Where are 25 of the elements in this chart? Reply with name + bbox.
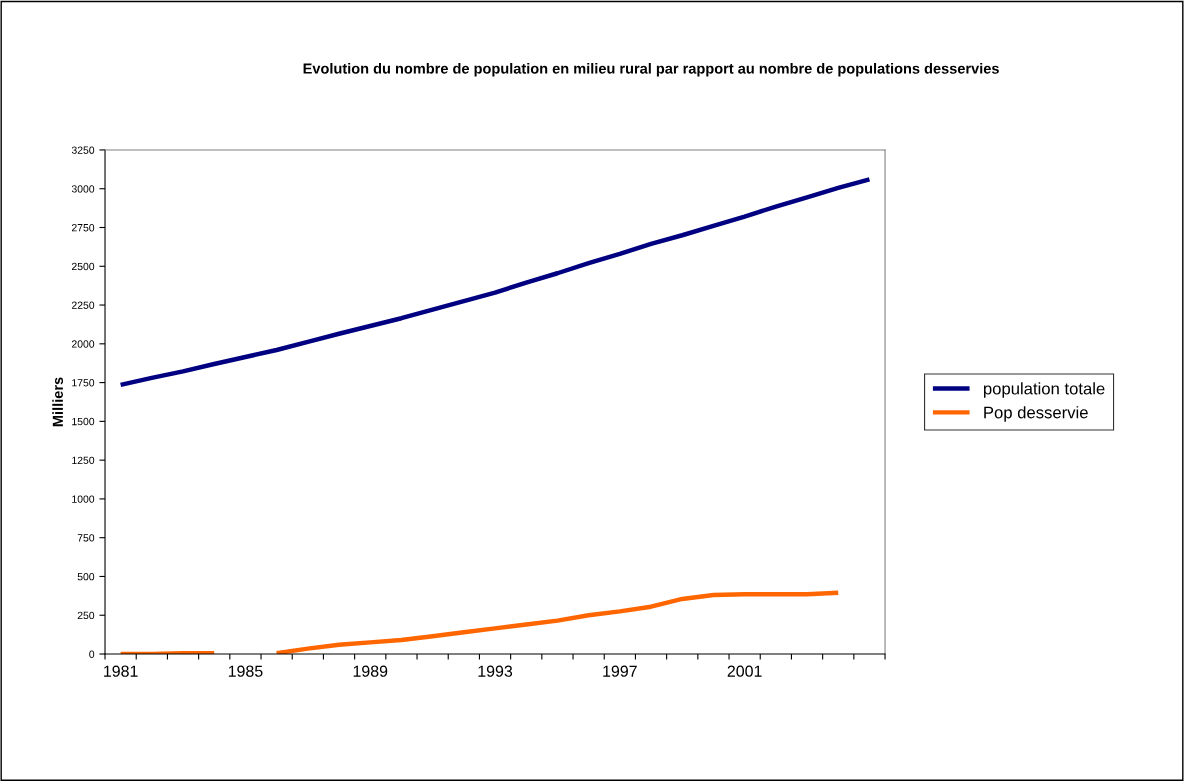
x-tick-label: 1993 <box>478 665 513 677</box>
y-tick-label: 1500 <box>72 417 95 426</box>
legend-label: Pop desservie <box>984 406 1088 422</box>
y-tick-label: 0 <box>89 650 95 658</box>
y-tick-label: 3250 <box>71 146 95 154</box>
y-tick-label: 750 <box>77 534 95 542</box>
y-tick-label: 1750 <box>72 379 95 387</box>
x-tick-label: 1985 <box>228 665 263 677</box>
x-tick-label: 1989 <box>353 665 388 677</box>
y-tick-label: 2250 <box>71 301 95 309</box>
y-tick-label: 250 <box>77 611 95 620</box>
y-axis-title: Milliers <box>52 377 63 427</box>
y-tick-label: 2500 <box>71 262 95 271</box>
y-tick-label: 3000 <box>71 185 95 193</box>
chart-title: Evolution du nombre de population en milieu rural par rapport au nombre de populations desservies <box>303 62 999 77</box>
line-series <box>118 177 872 388</box>
y-tick-label: 500 <box>77 572 95 581</box>
y-tick-label: 1250 <box>72 456 95 465</box>
x-tick-label: 2001 <box>727 665 762 677</box>
y-tick-label: 2000 <box>71 340 95 348</box>
y-tick-label: 1000 <box>72 495 95 503</box>
y-tick-label: 2750 <box>71 224 95 232</box>
legend-label: population totale <box>983 382 1105 398</box>
x-tick-label: 1981 <box>104 665 138 677</box>
x-tick-label: 1997 <box>603 665 637 677</box>
